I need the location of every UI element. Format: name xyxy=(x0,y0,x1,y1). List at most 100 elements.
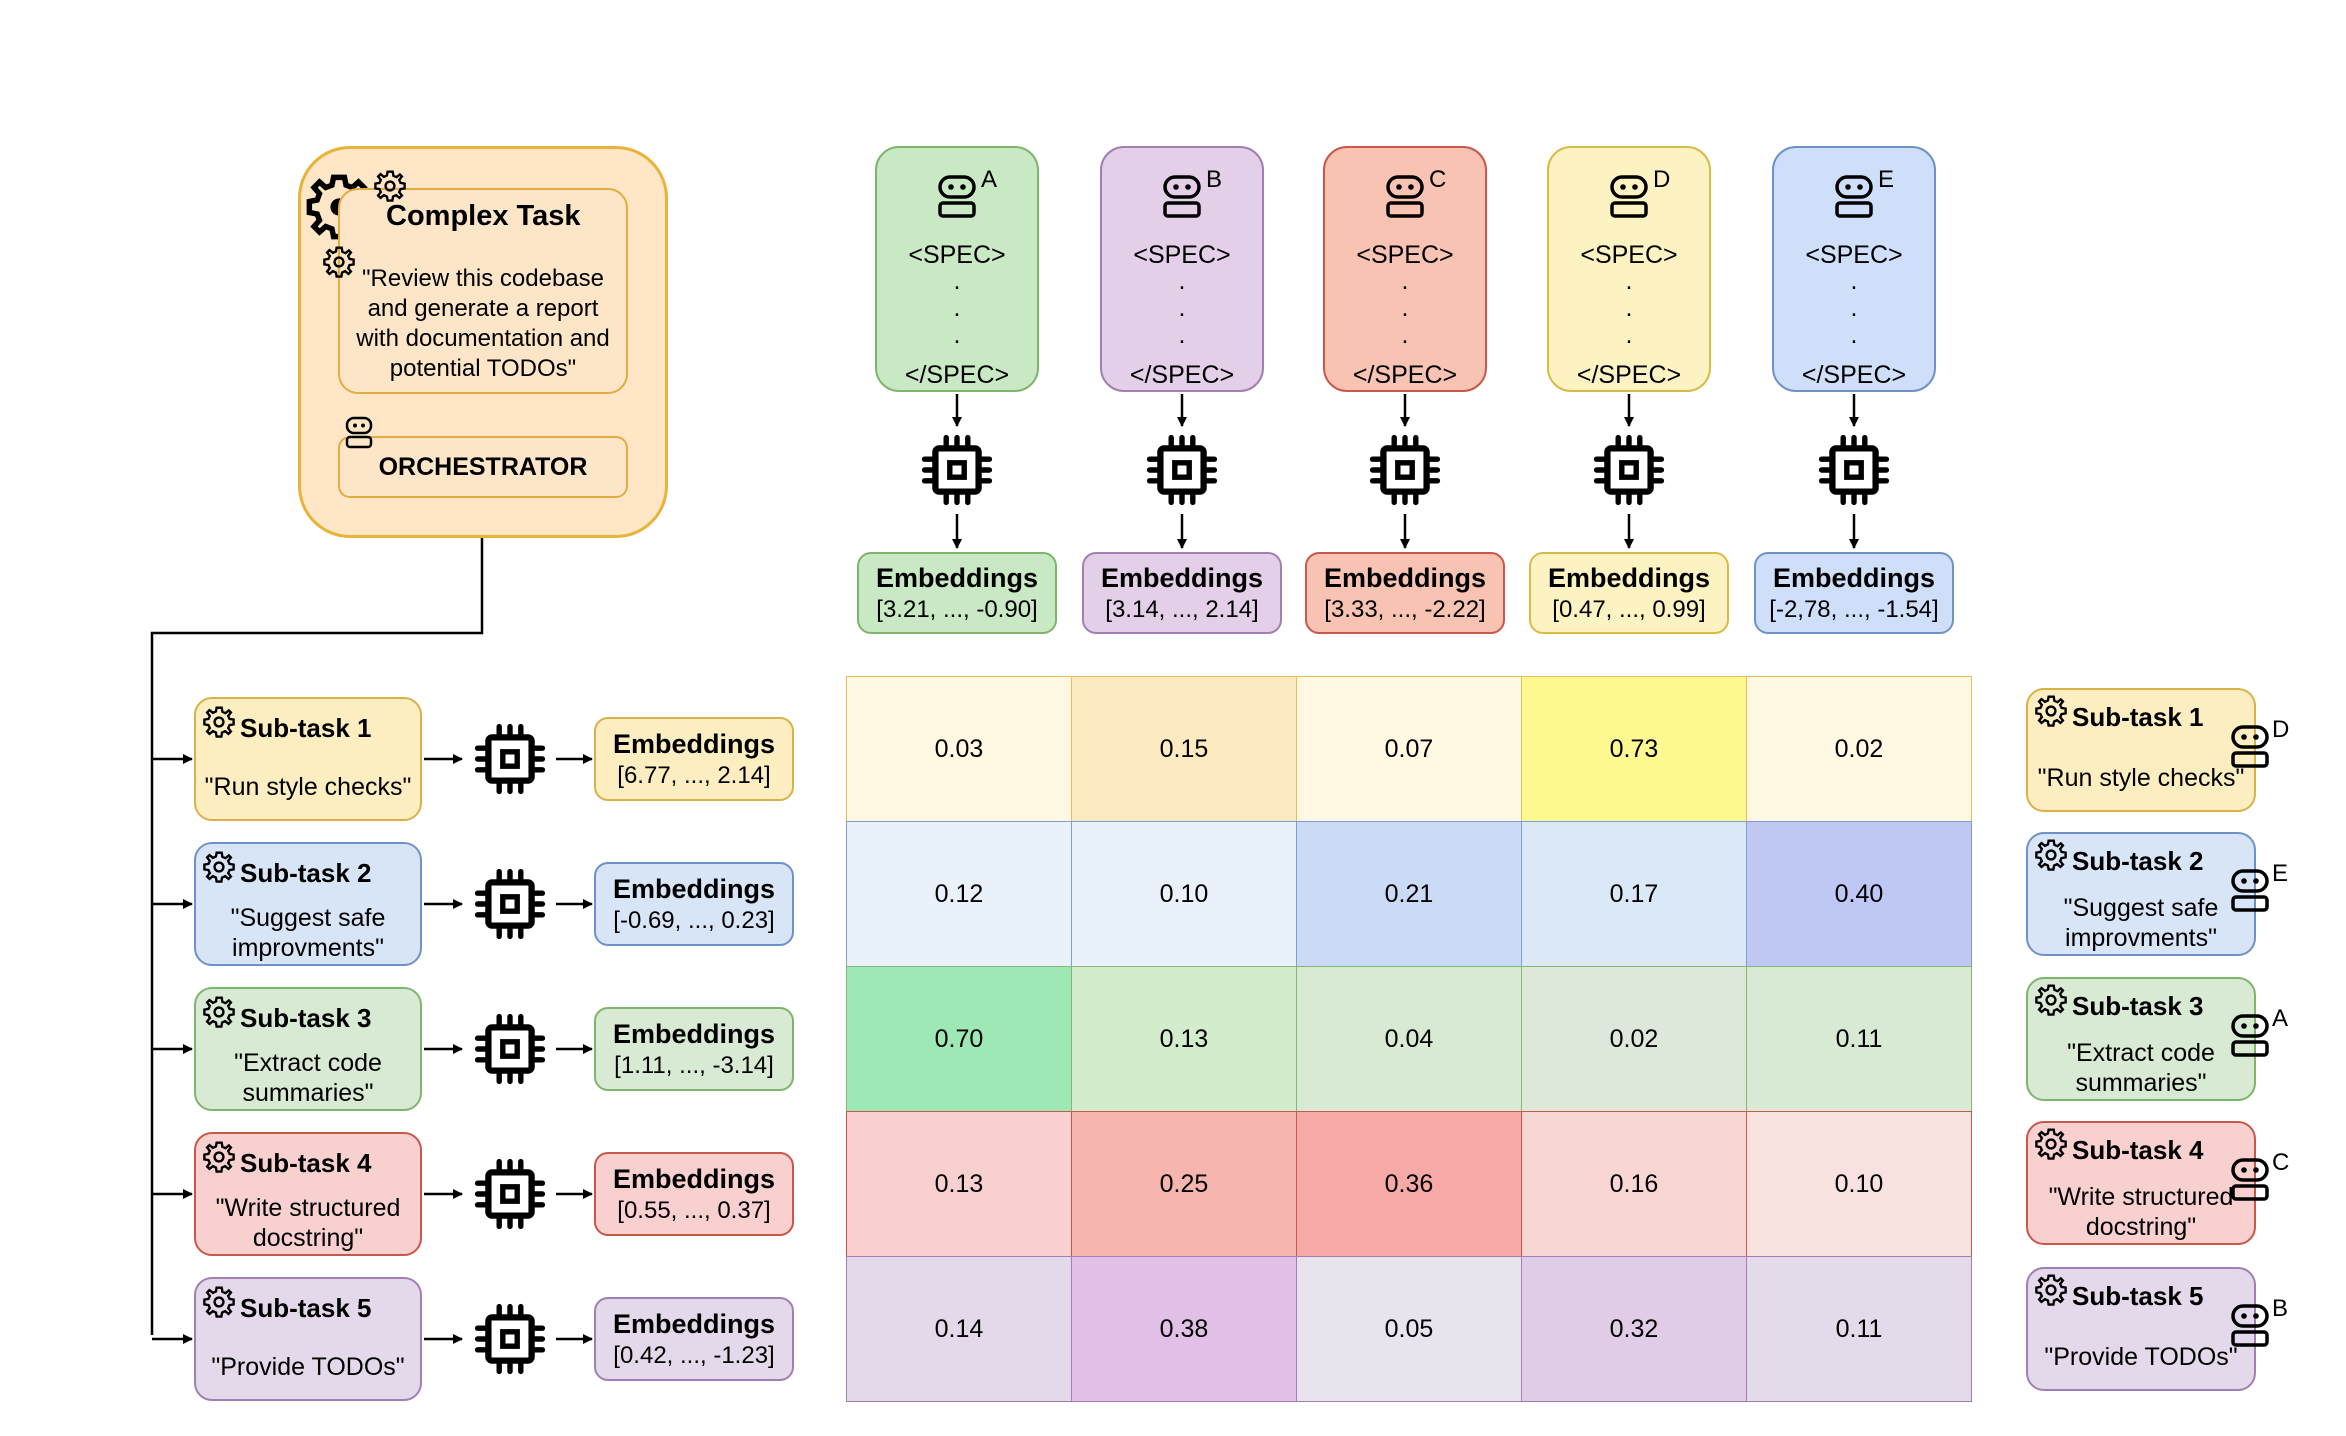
subtask-embedding-4: Embeddings [0.55, ..., 0.37] xyxy=(594,1152,794,1236)
orchestrator-box: ORCHESTRATOR xyxy=(338,436,628,498)
encoder-chip-icon xyxy=(474,1303,546,1375)
spec-close: </SPEC> xyxy=(1576,361,1682,389)
similarity-cell: 0.03 xyxy=(846,676,1072,822)
assigned-subtask-4: Sub-task 4 "Write structured docstring" xyxy=(2026,1121,2256,1245)
subtask-card-3: Sub-task 3 "Extract code summaries" xyxy=(194,987,422,1111)
small-gear-icon xyxy=(374,170,406,202)
similarity-cell: 0.13 xyxy=(1071,966,1297,1112)
similarity-cell: 0.11 xyxy=(1746,966,1972,1112)
subtask-embedding-3: Embeddings [1.11, ..., -3.14] xyxy=(594,1007,794,1091)
subtask-gear-icon xyxy=(2035,839,2067,871)
subtask-description: "Run style checks" xyxy=(2037,764,2245,792)
agent-embedding-A: Embeddings [3.21, ..., -0.90] xyxy=(857,552,1057,634)
agent-card-C: C <SPEC>. . . </SPEC> xyxy=(1323,146,1487,392)
agent-embedding-D: Embeddings [0.47, ..., 0.99] xyxy=(1529,552,1729,634)
similarity-cell: 0.10 xyxy=(1071,821,1297,967)
agent-card-B: B <SPEC>. . . </SPEC> xyxy=(1100,146,1264,392)
assigned-agent-robot-icon xyxy=(2231,1304,2269,1347)
embedding-values: [0.47, ..., 0.99] xyxy=(1552,595,1706,623)
similarity-cell: 0.40 xyxy=(1746,821,1972,967)
embedding-title: Embeddings xyxy=(612,873,775,904)
encoder-chip-icon xyxy=(474,1158,546,1230)
subtask-gear-icon xyxy=(203,851,235,883)
subtask-card-1: Sub-task 1 "Run style checks" xyxy=(194,697,422,821)
subtask-title: Sub-task 5 xyxy=(240,1293,372,1323)
agent-embedding-E: Embeddings [-2,78, ..., -1.54] xyxy=(1754,552,1954,634)
subtask-title: Sub-task 3 xyxy=(240,1003,372,1033)
encoder-chip-icon xyxy=(1146,434,1218,506)
spec-open: <SPEC> xyxy=(1356,241,1454,269)
similarity-cell: 0.15 xyxy=(1071,676,1297,822)
embedding-title: Embeddings xyxy=(1100,562,1263,593)
complex-task-title: Complex Task xyxy=(386,200,581,232)
spec-open: <SPEC> xyxy=(1580,241,1678,269)
encoder-chip-icon xyxy=(1818,434,1890,506)
agent-letter: B xyxy=(1206,166,1223,193)
embedding-title: Embeddings xyxy=(612,1018,775,1049)
agent-embedding-B: Embeddings [3.14, ..., 2.14] xyxy=(1082,552,1282,634)
agent-letter: A xyxy=(981,166,998,193)
spec-ellipsis: . . . xyxy=(1401,267,1409,349)
agent-embedding-C: Embeddings [3.33, ..., -2.22] xyxy=(1305,552,1505,634)
assigned-subtask-2: Sub-task 2 "Suggest safe improvments" xyxy=(2026,832,2256,956)
spec-close: </SPEC> xyxy=(1129,361,1235,389)
embedding-values: [0.55, ..., 0.37] xyxy=(617,1196,771,1224)
encoder-chip-icon xyxy=(1369,434,1441,506)
embedding-values: [-2,78, ..., -1.54] xyxy=(1769,595,1939,623)
similarity-cell: 0.70 xyxy=(846,966,1072,1112)
subtask-card-5: Sub-task 5 "Provide TODOs" xyxy=(194,1277,422,1401)
agent-robot-icon xyxy=(1835,175,1873,218)
spec-close: </SPEC> xyxy=(1352,361,1458,389)
similarity-cell: 0.04 xyxy=(1296,966,1522,1112)
spec-open: <SPEC> xyxy=(1133,241,1231,269)
embedding-values: [6.77, ..., 2.14] xyxy=(617,761,771,789)
similarity-cell: 0.07 xyxy=(1296,676,1522,822)
subtask-title: Sub-task 3 xyxy=(2072,991,2204,1021)
embedding-values: [3.21, ..., -0.90] xyxy=(876,595,1038,623)
encoder-chip-icon xyxy=(474,1013,546,1085)
subtask-gear-icon xyxy=(2035,984,2067,1016)
subtask-description: "Extract code summaries" xyxy=(2067,1039,2215,1097)
agent-robot-icon xyxy=(1386,175,1424,218)
assigned-agent-robot-icon xyxy=(2231,1158,2269,1201)
spec-ellipsis: . . . xyxy=(1850,267,1858,349)
spec-ellipsis: . . . xyxy=(1625,267,1633,349)
subtask-description: "Suggest safe improvments" xyxy=(230,904,386,962)
subtask-embedding-5: Embeddings [0.42, ..., -1.23] xyxy=(594,1297,794,1381)
description-gear-icon xyxy=(323,246,355,278)
encoder-chip-icon xyxy=(1593,434,1665,506)
subtask-embedding-2: Embeddings [-0.69, ..., 0.23] xyxy=(594,862,794,946)
similarity-cell: 0.11 xyxy=(1746,1256,1972,1402)
embedding-title: Embeddings xyxy=(1772,562,1935,593)
assigned-agent-letter: A xyxy=(2272,1005,2289,1032)
similarity-cell: 0.02 xyxy=(1521,966,1747,1112)
spec-open: <SPEC> xyxy=(908,241,1006,269)
agent-letter: E xyxy=(1878,166,1895,193)
agent-card-D: D <SPEC>. . . </SPEC> xyxy=(1547,146,1711,392)
assigned-agent-letter: E xyxy=(2272,860,2289,887)
orchestrator-label: ORCHESTRATOR xyxy=(378,452,588,481)
similarity-cell: 0.02 xyxy=(1746,676,1972,822)
agent-card-E: E <SPEC>. . . </SPEC> xyxy=(1772,146,1936,392)
assigned-agent-letter: D xyxy=(2272,716,2290,743)
similarity-cell: 0.16 xyxy=(1521,1111,1747,1257)
subtask-title: Sub-task 5 xyxy=(2072,1281,2204,1311)
embedding-values: [0.42, ..., -1.23] xyxy=(613,1341,775,1369)
assigned-agent-robot-icon xyxy=(2231,1014,2269,1057)
subtask-description: "Provide TODOs" xyxy=(211,1353,405,1381)
similarity-cell: 0.17 xyxy=(1521,821,1747,967)
similarity-cell: 0.32 xyxy=(1521,1256,1747,1402)
subtask-gear-icon xyxy=(203,1141,235,1173)
subtask-description: "Provide TODOs" xyxy=(2044,1343,2238,1371)
encoder-chip-icon xyxy=(474,868,546,940)
assigned-agent-letter: B xyxy=(2272,1295,2289,1322)
spec-ellipsis: . . . xyxy=(953,267,961,349)
embedding-values: [-0.69, ..., 0.23] xyxy=(613,906,775,934)
spec-ellipsis: . . . xyxy=(1178,267,1186,349)
subtask-gear-icon xyxy=(203,996,235,1028)
subtask-title: Sub-task 1 xyxy=(2072,702,2204,732)
subtask-card-4: Sub-task 4 "Write structured docstring" xyxy=(194,1132,422,1256)
assigned-agent-robot-icon xyxy=(2231,725,2269,768)
embedding-title: Embeddings xyxy=(1323,562,1486,593)
subtask-description: "Extract code summaries" xyxy=(234,1049,382,1107)
